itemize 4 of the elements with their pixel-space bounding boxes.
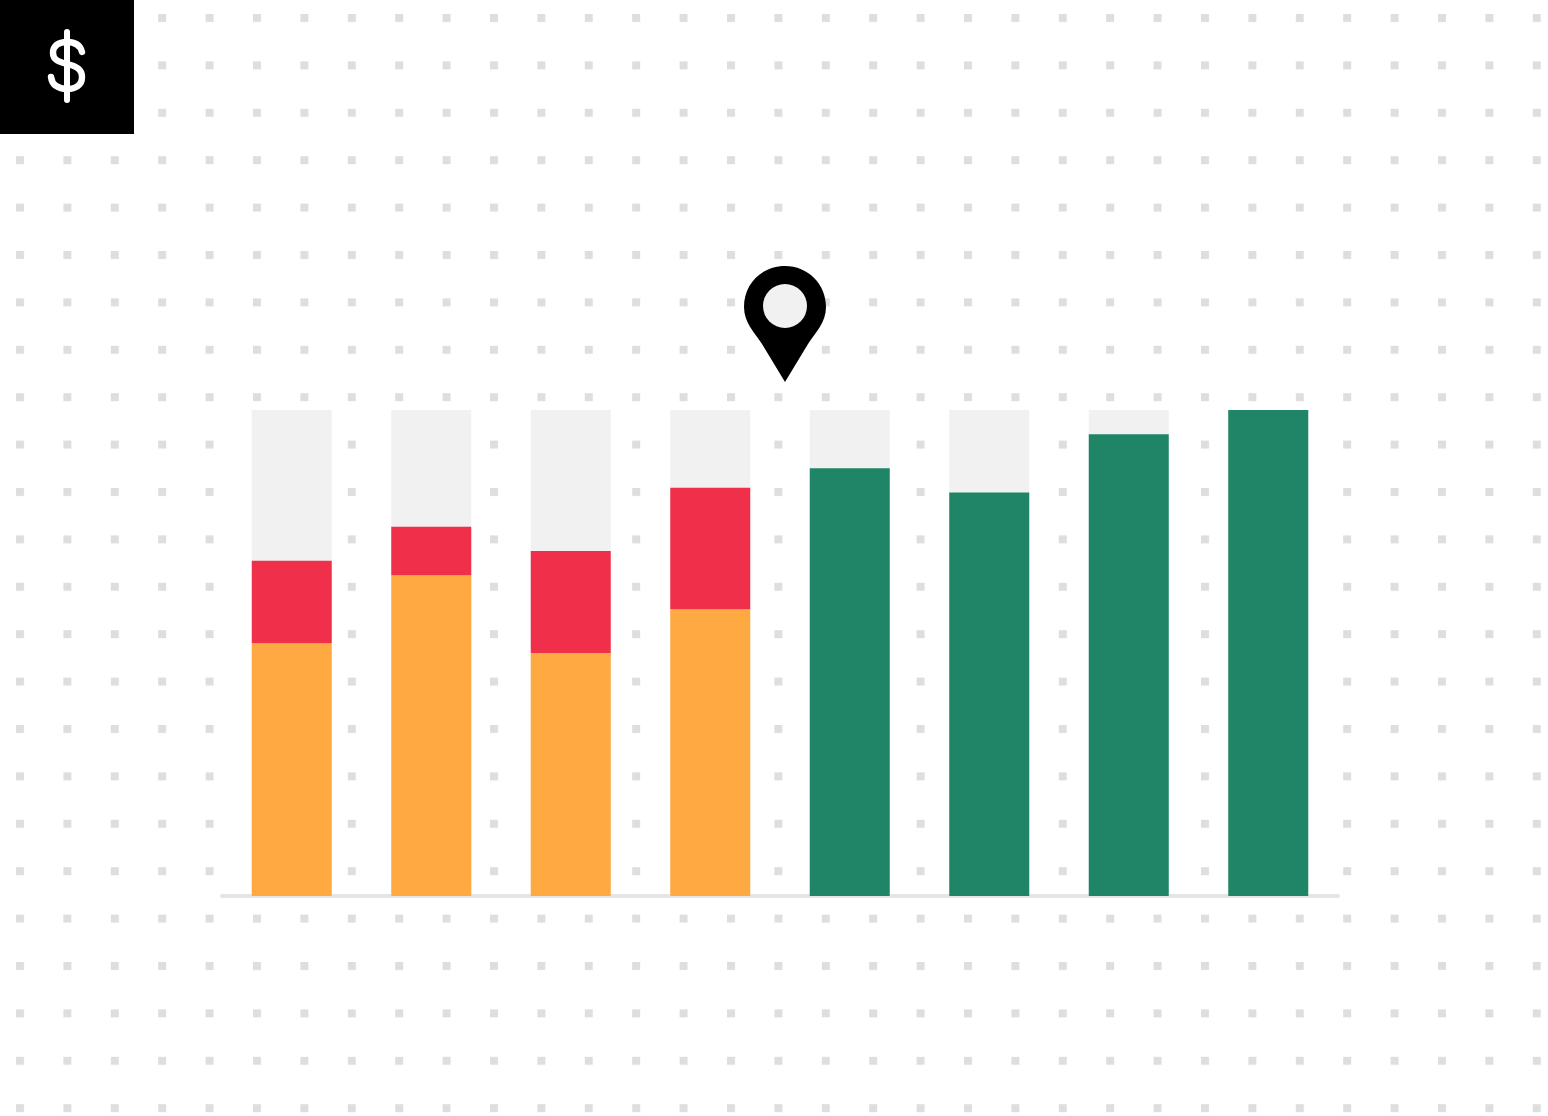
bar bbox=[530, 653, 611, 896]
bar bbox=[391, 575, 472, 896]
bar bbox=[670, 609, 751, 896]
bar bbox=[251, 643, 332, 896]
